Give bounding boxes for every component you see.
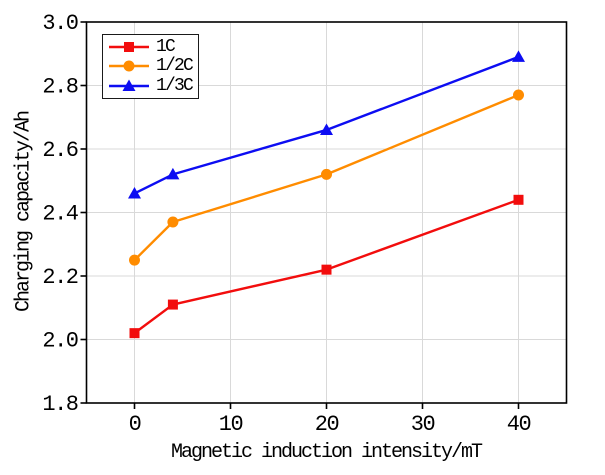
series-1/3C <box>128 50 525 199</box>
data-point-1/3C-0 <box>128 186 141 199</box>
series-line-1C <box>133 198 519 335</box>
y-tick-label-3: 3.0 <box>42 11 77 36</box>
data-point-1/2C-4 <box>167 216 179 228</box>
y-tick-label-2.8: 2.8 <box>42 75 77 100</box>
x-tick-label-40: 40 <box>507 412 531 437</box>
legend-key-triangle-icon <box>109 79 149 91</box>
legend-label: 1C <box>156 36 176 57</box>
data-point-1/2C-40 <box>513 89 524 101</box>
legend-key-circle-icon <box>109 60 149 72</box>
series-line-1/2C <box>133 93 519 261</box>
legend-label: 1/2C <box>156 56 194 77</box>
y-tick-label-2.2: 2.2 <box>42 265 77 290</box>
x-tick-label-0: 0 <box>129 412 141 437</box>
x-axis-title: Magnetic induction intensity/mT <box>170 441 483 464</box>
y-tick-label-2.6: 2.6 <box>42 138 77 163</box>
y-axis-title: Charging capacity/Ah <box>12 111 36 313</box>
legend-key-square-icon <box>109 41 149 52</box>
axis-tick-labels: 0 10 20 30 40 1.8 2.0 2.2 2.4 2.6 2.8 3.0 <box>42 11 532 437</box>
data-point-1/3C-40 <box>512 50 525 62</box>
data-point-1C-40 <box>513 194 524 205</box>
y-tick-label-1.8: 1.8 <box>42 392 77 417</box>
legend-item-1C: 1C <box>106 37 192 57</box>
y-tick-label-2.4: 2.4 <box>42 202 78 227</box>
x-tick-label-10: 10 <box>219 412 243 437</box>
series-1/2C <box>129 89 524 266</box>
gridlines <box>86 22 567 403</box>
data-point-1/3C-4 <box>166 167 180 180</box>
data-point-1C-4 <box>167 299 178 310</box>
series-1C <box>129 194 524 339</box>
legend-label: 1/3C <box>156 75 194 96</box>
legend: 1C 1/2C 1/3C <box>102 34 200 99</box>
data-point-1C-0 <box>129 328 140 339</box>
legend-marker-1/2C <box>123 60 135 72</box>
axis-ticks <box>80 21 520 409</box>
legend-item-1/3C: 1/3C <box>106 75 194 96</box>
data-point-1C-20 <box>321 264 332 275</box>
data-point-1/2C-20 <box>321 168 332 180</box>
series-line-1/3C <box>133 55 519 195</box>
legend-marker-1C <box>124 41 134 52</box>
legend-item-1/2C: 1/2C <box>106 56 194 77</box>
legend-marker-1/3C <box>122 79 136 91</box>
data-point-1/3C-20 <box>320 123 333 135</box>
data-point-1/2C-0 <box>129 254 140 266</box>
y-tick-label-2: 2.0 <box>42 329 77 354</box>
x-tick-label-30: 30 <box>411 412 435 437</box>
x-tick-label-20: 20 <box>315 412 339 437</box>
